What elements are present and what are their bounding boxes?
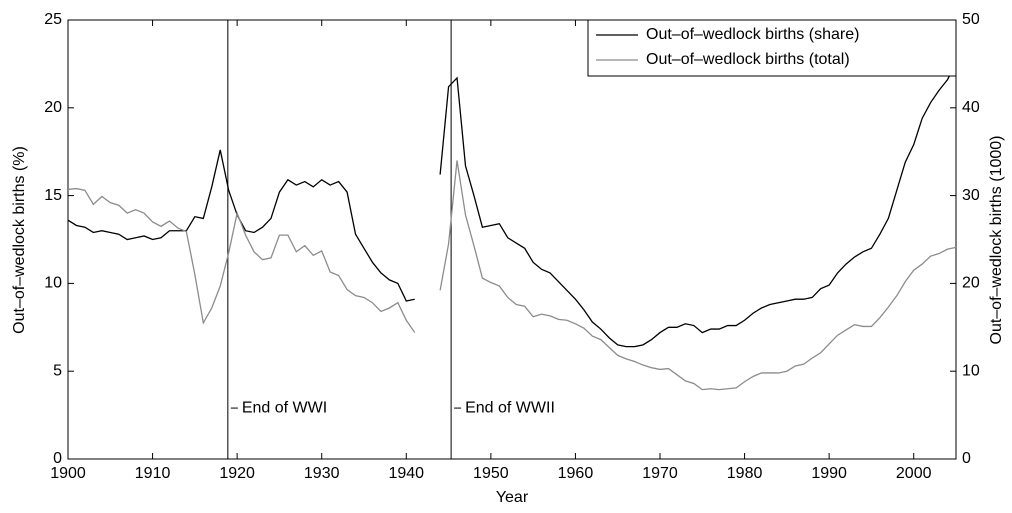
y2-tick-label: 20: [962, 275, 980, 292]
y2-tick-label: 30: [962, 187, 980, 204]
x-tick-label: 1900: [50, 465, 86, 482]
x-tick-label: 1960: [558, 465, 594, 482]
y2-tick-label: 10: [962, 362, 980, 379]
y-tick-label: 15: [44, 187, 62, 204]
y2-axis-label: Out–of–wedlock births (1000): [988, 136, 1005, 345]
x-tick-label: 1910: [135, 465, 171, 482]
y-tick-label: 10: [44, 275, 62, 292]
x-tick-label: 1980: [727, 465, 763, 482]
plot-frame: [67, 19, 957, 460]
legend-label: Out–of–wedlock births (total): [646, 51, 850, 68]
y2-tick-label: 0: [962, 450, 971, 467]
data-line: [67, 160, 957, 391]
legend-label: Out–of–wedlock births (share): [646, 26, 859, 43]
y2-tick-label: 50: [962, 11, 980, 28]
x-tick-label: 1940: [388, 465, 424, 482]
x-tick-label: 1970: [642, 465, 678, 482]
x-tick-label: 1930: [304, 465, 340, 482]
annotation: End of WWII: [465, 399, 555, 416]
y-tick-label: 20: [44, 99, 62, 116]
x-tick-label: 1920: [219, 465, 255, 482]
y-tick-label: 0: [53, 450, 62, 467]
x-tick-label: 2000: [896, 465, 932, 482]
legend-box: [587, 19, 957, 77]
x-tick-label: 1990: [811, 465, 847, 482]
y2-tick-label: 40: [962, 99, 980, 116]
y-tick-label: 5: [53, 362, 62, 379]
y-tick-label: 25: [44, 11, 62, 28]
data-line: [67, 61, 957, 348]
annotation: End of WWI: [242, 399, 327, 416]
y-axis-label: Out–of–wedlock births (%): [11, 146, 28, 334]
x-axis-label: Year: [496, 489, 529, 506]
x-tick-label: 1950: [473, 465, 509, 482]
